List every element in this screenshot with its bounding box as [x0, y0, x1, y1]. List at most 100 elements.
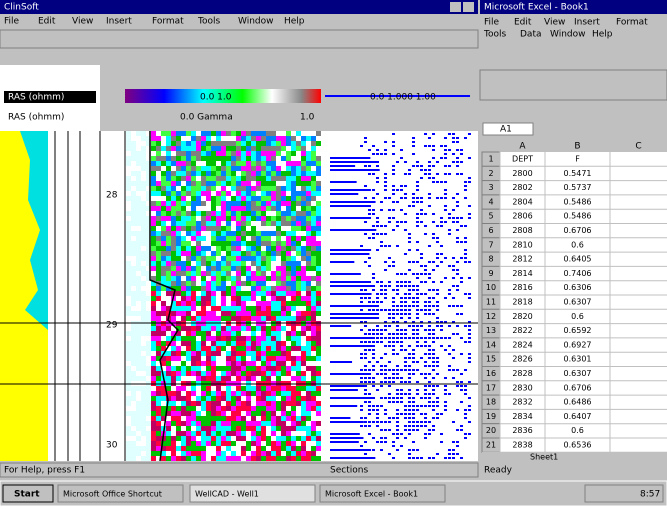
cell[interactable]: 0.6407 — [564, 412, 592, 421]
cell[interactable]: 0.6706 — [564, 226, 592, 235]
texture — [271, 426, 276, 431]
menu-item[interactable]: Help — [284, 17, 305, 27]
menu-item[interactable]: View — [72, 17, 93, 27]
menu-item[interactable]: Insert — [106, 17, 132, 27]
cell[interactable]: 0.5486 — [564, 197, 592, 206]
cell[interactable]: 2812 — [512, 255, 532, 264]
cell[interactable]: 2804 — [512, 197, 532, 206]
row-number: 9 — [488, 269, 493, 278]
texture — [432, 401, 435, 403]
texture — [400, 329, 403, 331]
close-button[interactable] — [463, 2, 474, 12]
cell[interactable]: 2828 — [512, 369, 532, 378]
cell[interactable]: 2802 — [512, 183, 532, 192]
texture — [456, 385, 459, 387]
texture — [146, 301, 151, 306]
cell[interactable]: 0.6307 — [564, 298, 592, 307]
cell[interactable]: 0.6 — [571, 240, 584, 249]
menu-item[interactable]: Tools — [483, 30, 506, 40]
texture — [368, 257, 371, 259]
cell[interactable]: 2832 — [512, 398, 532, 407]
texture — [456, 409, 459, 411]
menu-item[interactable]: View — [544, 18, 565, 28]
cell[interactable]: 0.6706 — [564, 383, 592, 392]
menu-item[interactable]: Edit — [514, 18, 532, 28]
texture — [372, 277, 375, 279]
texture — [171, 446, 176, 451]
cell[interactable]: 2814 — [512, 269, 532, 278]
texture — [251, 356, 256, 361]
cell[interactable]: 0.6486 — [564, 398, 592, 407]
cell[interactable]: 2834 — [512, 412, 532, 421]
cell[interactable]: 0.6927 — [564, 340, 592, 349]
texture — [166, 181, 171, 186]
cell[interactable]: 2838 — [512, 441, 532, 450]
texture — [156, 301, 161, 306]
texture — [151, 151, 156, 156]
texture — [166, 441, 171, 446]
texture — [261, 226, 266, 231]
menu-item[interactable]: Edit — [38, 17, 56, 27]
texture — [231, 236, 236, 241]
column-header[interactable]: B — [574, 142, 580, 152]
texture — [221, 436, 226, 441]
cell[interactable]: 2806 — [512, 212, 532, 221]
status-text: For Help, press F1 — [4, 466, 85, 476]
texture — [330, 229, 376, 231]
column-header[interactable]: A — [519, 142, 526, 152]
menu-item[interactable]: Data — [520, 30, 542, 40]
texture — [241, 276, 246, 281]
cell[interactable]: 2820 — [512, 312, 532, 321]
texture — [256, 411, 261, 416]
cell[interactable]: 0.7406 — [564, 269, 592, 278]
cell[interactable]: 0.6 — [571, 426, 584, 435]
texture — [186, 141, 191, 146]
texture — [206, 226, 211, 231]
texture — [311, 241, 316, 246]
texture — [186, 291, 191, 296]
cell[interactable]: 2822 — [512, 326, 532, 335]
cell[interactable]: F — [575, 155, 580, 164]
texture — [392, 209, 395, 211]
texture — [392, 289, 395, 291]
texture — [261, 211, 266, 216]
minimize-button[interactable] — [450, 2, 461, 12]
cell[interactable]: 0.5486 — [564, 212, 592, 221]
menu-item[interactable]: Insert — [574, 18, 600, 28]
cell[interactable]: 0.6536 — [564, 441, 592, 450]
texture — [191, 211, 196, 216]
menu-item[interactable]: Help — [592, 30, 613, 40]
cell[interactable]: 0.5471 — [564, 169, 592, 178]
texture — [271, 386, 276, 391]
cell[interactable]: 2800 — [512, 169, 532, 178]
cell[interactable]: 2816 — [512, 283, 532, 292]
cell[interactable]: 0.6592 — [564, 326, 592, 335]
cell[interactable]: 0.6306 — [564, 283, 592, 292]
menu-item[interactable]: Format — [152, 17, 184, 27]
cell[interactable]: 2836 — [512, 426, 532, 435]
texture — [236, 301, 241, 306]
menu-item[interactable]: Window — [550, 30, 586, 40]
menu-item[interactable]: File — [4, 17, 20, 27]
column-header[interactable]: C — [635, 142, 641, 152]
texture — [452, 333, 455, 335]
menu-item[interactable]: Window — [238, 17, 274, 27]
menu-item[interactable]: File — [484, 18, 500, 28]
menu-item[interactable]: Format — [616, 18, 648, 28]
cell[interactable]: 2826 — [512, 355, 532, 364]
sheet-tab[interactable]: Sheet1 — [530, 453, 558, 462]
cell[interactable]: 0.6 — [571, 312, 584, 321]
cell[interactable]: 2830 — [512, 383, 532, 392]
cell[interactable]: 0.6307 — [564, 369, 592, 378]
cell[interactable]: 2824 — [512, 340, 532, 349]
texture — [384, 245, 387, 247]
cell[interactable]: 2808 — [512, 226, 532, 235]
cell[interactable]: 2810 — [512, 240, 532, 249]
cell[interactable]: 0.6405 — [564, 255, 592, 264]
menu-item[interactable]: Tools — [197, 17, 220, 27]
cell[interactable]: 2818 — [512, 298, 532, 307]
cell[interactable]: 0.6301 — [564, 355, 592, 364]
texture — [196, 296, 201, 301]
cell[interactable]: 0.5737 — [564, 183, 592, 192]
cell[interactable]: DEPT — [512, 155, 533, 164]
